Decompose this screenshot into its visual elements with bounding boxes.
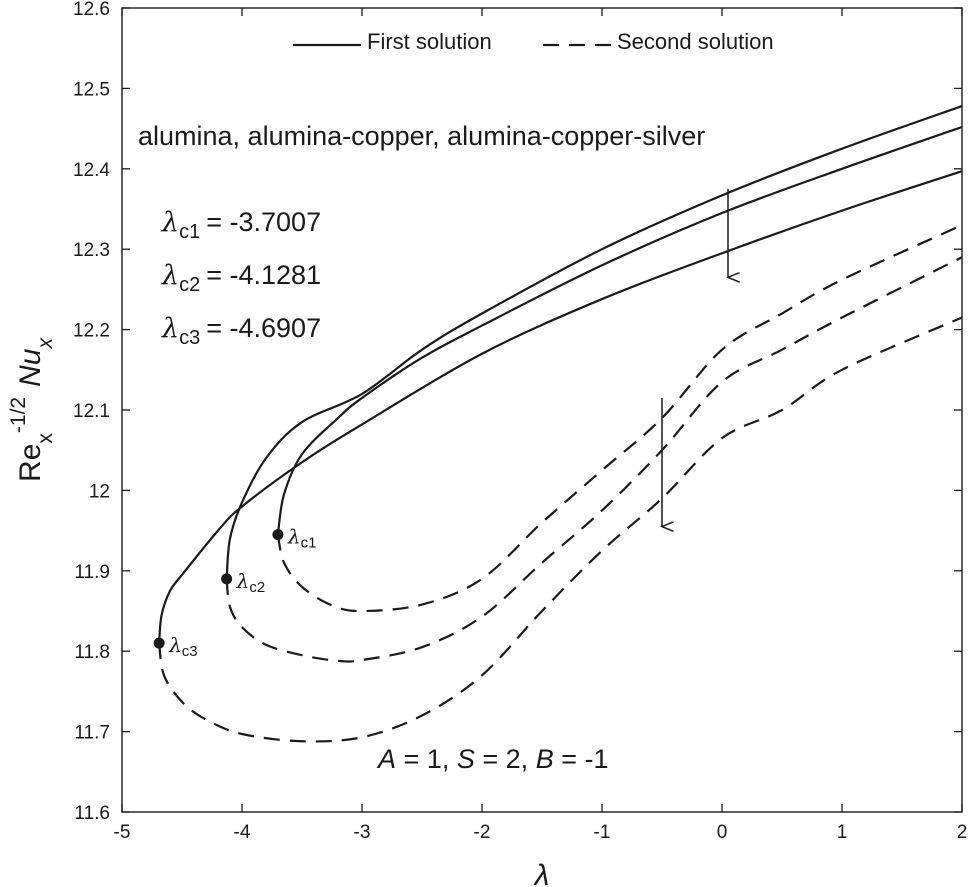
x-tick-label: -3 (354, 822, 371, 843)
critical-value-1: λc1 = -3.7007 (161, 207, 321, 243)
y-tick-label: 12.1 (73, 401, 110, 422)
y-tick-label: 12.3 (73, 240, 110, 261)
x-axis-label: λ (533, 859, 550, 887)
parameters-annotation: A = 1, S = 2, B = -1 (376, 744, 609, 774)
critical-value-3: λc3 = -4.6907 (161, 313, 321, 349)
critical-point-label-2: λc2 (236, 569, 266, 596)
second-solution-line-3 (158, 316, 963, 743)
critical-point-label-1: λc1 (287, 525, 317, 552)
x-tick-label: 1 (837, 822, 848, 843)
legend: First solution Second solution (293, 29, 774, 54)
first-solution-line-2 (225, 105, 963, 579)
critical-point-2 (221, 573, 233, 585)
x-tick-label: 2 (957, 822, 968, 843)
critical-point-label-3: λc3 (168, 633, 198, 660)
y-tick-label: 11.6 (74, 803, 110, 824)
y-axis-label: Rex-1/2Nux (7, 337, 57, 482)
critical-point-3 (153, 637, 165, 649)
x-tick-label: 0 (717, 822, 728, 843)
second-solution-line-2 (225, 256, 963, 663)
x-tick-label: -1 (594, 822, 611, 843)
x-tick-label: -2 (474, 822, 491, 843)
y-tick-label: 12.5 (73, 79, 110, 100)
axis-ticks: -5 -4 -3 -2 -1 0 1 211.611.711.811.91212.112.21… (73, 0, 967, 843)
y-tick-label: 12.6 (73, 0, 110, 20)
critical-values-annotation: λc1 = -3.7007 λc2 = -4.1281 λc3 = -4.6907 (161, 207, 321, 349)
second-solution-line-1 (276, 224, 963, 613)
arrow-group (662, 188, 728, 527)
y-tick-label: 11.9 (74, 562, 110, 583)
x-tick-label: -5 (114, 822, 131, 843)
first-solution-line-3 (158, 170, 963, 644)
series-group (158, 105, 963, 743)
y-tick-label: 12.4 (73, 160, 110, 181)
first-solution-line-1 (276, 125, 963, 535)
y-tick-label: 12.2 (73, 321, 110, 342)
critical-points-group: λc1 λc2 λc3 (153, 525, 317, 660)
legend-label-first: First solution (367, 29, 492, 54)
y-tick-label: 12 (89, 481, 110, 502)
materials-annotation: alumina, alumina-copper, alumina-copper-… (138, 121, 705, 151)
x-tick-label: -4 (234, 822, 251, 843)
critical-value-2: λc2 = -4.1281 (161, 260, 321, 296)
legend-label-second: Second solution (617, 29, 774, 54)
y-tick-label: 11.8 (74, 642, 110, 663)
y-tick-label: 11.7 (74, 723, 110, 744)
critical-point-1 (272, 529, 284, 541)
